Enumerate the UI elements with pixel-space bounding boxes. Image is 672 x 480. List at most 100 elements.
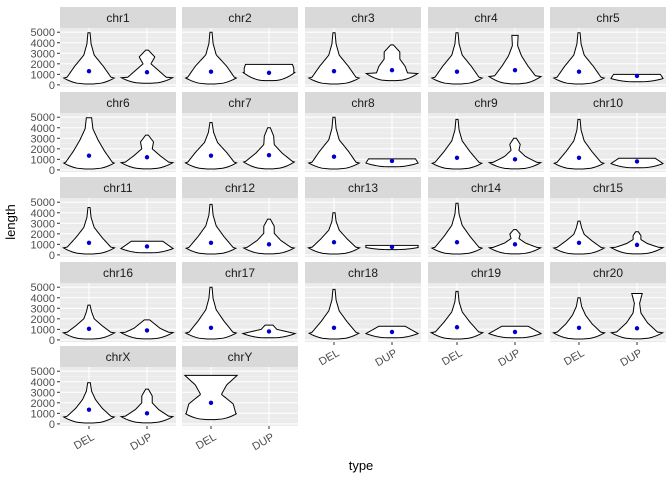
facet-panel-chr20: chr20 DEL DUP xyxy=(550,262,666,369)
y-tick-label: 5000 xyxy=(31,112,55,124)
mean-point-del xyxy=(331,68,337,74)
y-tick-label: 2000 xyxy=(31,144,55,156)
y-tick-label: 5000 xyxy=(31,197,55,209)
y-tick-label: 3000 xyxy=(31,48,55,60)
facet-panel-chr12: chr12 xyxy=(182,177,298,257)
mean-point-del xyxy=(208,400,214,406)
facet-strip-label: chr14 xyxy=(471,181,501,195)
facet-strip-label: chrY xyxy=(228,350,253,364)
violin-del xyxy=(184,203,238,255)
mean-point-del xyxy=(331,154,337,159)
facet-strip xyxy=(428,7,544,28)
y-tick-label: 4000 xyxy=(31,123,55,135)
mean-point-dup xyxy=(634,73,640,79)
facet-strip-label: chr17 xyxy=(225,266,255,280)
mean-point-del xyxy=(86,326,92,332)
facet-strip-label: chr1 xyxy=(106,11,130,25)
facet-strip-label: chr11 xyxy=(103,181,132,195)
x-tick-label: DUP xyxy=(618,347,644,369)
facet-panel-chr8: chr8 xyxy=(305,92,421,172)
mean-point-del xyxy=(86,68,92,74)
y-tick-label: 0 xyxy=(49,419,55,431)
x-tick-label: DUP xyxy=(250,431,276,453)
mean-point-del xyxy=(208,69,214,74)
mean-point-dup xyxy=(389,67,395,73)
facet-strip-label: chr9 xyxy=(474,96,498,110)
violin-del xyxy=(62,206,116,255)
mean-point-del xyxy=(208,325,214,330)
mean-point-del xyxy=(454,155,460,160)
mean-point-del xyxy=(454,325,460,330)
mean-point-del xyxy=(86,240,92,245)
violin-del xyxy=(61,304,117,340)
facet-strip xyxy=(550,92,666,113)
mean-point-dup xyxy=(144,244,150,249)
y-tick-label: 1000 xyxy=(31,408,55,420)
violin-del xyxy=(184,286,238,340)
x-tick-label: DUP xyxy=(373,347,399,369)
mean-point-dup xyxy=(266,152,272,158)
x-tick-label: DEL xyxy=(317,347,342,368)
y-tick-label: 4000 xyxy=(31,293,55,305)
mean-point-del xyxy=(331,240,337,245)
facet-strip xyxy=(550,262,666,283)
mean-point-del xyxy=(576,240,582,245)
x-tick-label: DEL xyxy=(440,347,465,368)
y-tick-label: 1000 xyxy=(31,324,55,336)
violin-dup xyxy=(119,388,175,424)
y-tick-label: 0 xyxy=(49,335,55,347)
violin-del xyxy=(552,220,606,255)
facet-strip-label: chr3 xyxy=(351,11,375,25)
facet-panel-chr7: chr7 xyxy=(182,92,298,172)
mean-point-del xyxy=(576,155,582,160)
facet-strip xyxy=(305,177,421,198)
violin-del xyxy=(552,297,606,340)
facet-strip-label: chr7 xyxy=(228,96,252,110)
violin-dup xyxy=(487,229,543,255)
mean-point-dup xyxy=(634,242,640,248)
y-tick-label: 2000 xyxy=(31,229,55,241)
violin-del xyxy=(183,374,239,421)
violin-dup xyxy=(119,134,175,170)
y-tick-label: 3000 xyxy=(31,218,55,230)
facet-panel-chr9: chr9 xyxy=(428,92,544,172)
mean-point-dup xyxy=(144,70,150,75)
facet-strip xyxy=(550,177,666,198)
mean-point-dup xyxy=(144,411,150,416)
mean-point-dup xyxy=(512,157,518,162)
violin-dup xyxy=(119,49,175,84)
violin-dup xyxy=(242,218,296,255)
mean-point-del xyxy=(86,407,92,412)
facet-panel-chrY: chrY DEL DUP xyxy=(182,346,298,453)
facet-strip xyxy=(60,262,176,283)
x-axis-title: type xyxy=(349,458,374,473)
y-tick-label: 2000 xyxy=(31,59,55,71)
violin-del xyxy=(184,121,238,170)
facet-strip-label: chr20 xyxy=(593,266,623,280)
violin-dup xyxy=(487,137,543,170)
x-tick-label: DUP xyxy=(496,347,522,369)
facet-strip xyxy=(60,177,176,198)
violin-dup xyxy=(364,44,420,82)
facet-strip-label: chr16 xyxy=(103,266,133,280)
facet-panel-chr18: chr18 DEL DUP xyxy=(305,262,421,369)
mean-point-del xyxy=(331,325,337,330)
violin-del xyxy=(429,290,485,340)
y-tick-label: 3000 xyxy=(31,133,55,145)
y-tick-label: 1000 xyxy=(31,154,55,166)
mean-point-del xyxy=(86,153,92,158)
violin-del xyxy=(430,118,484,170)
facet-strip-label: chr5 xyxy=(596,11,620,25)
violin-del xyxy=(307,116,361,170)
mean-point-dup xyxy=(389,329,395,335)
facet-strip xyxy=(305,7,421,28)
mean-point-del xyxy=(576,69,582,74)
y-axis-title: length xyxy=(3,204,18,239)
y-tick-label: 0 xyxy=(49,165,55,177)
violin-del xyxy=(184,31,238,85)
violin-del xyxy=(307,32,361,85)
violin-del xyxy=(430,202,484,255)
